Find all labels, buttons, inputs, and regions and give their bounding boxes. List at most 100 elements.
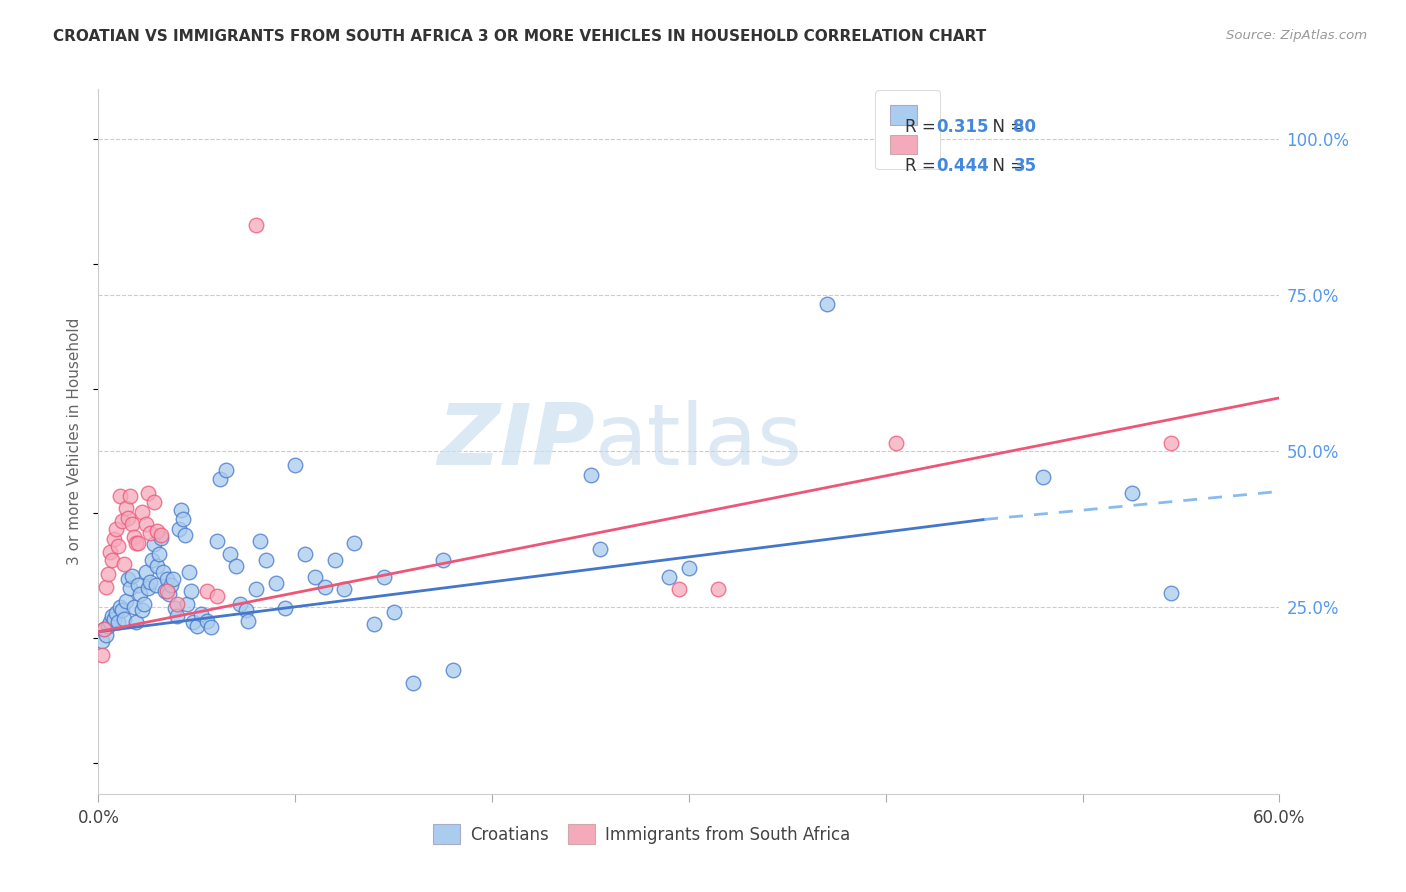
Point (284, 458, 307, 472)
Point (177, 566, 200, 580)
Point (127, 536, 149, 550)
Point (225, 559, 247, 574)
Point (678, 561, 700, 575)
Point (160, 578, 183, 592)
Point (115, 501, 138, 516)
Point (209, 472, 232, 486)
Point (181, 615, 204, 630)
Point (884, 436, 907, 450)
Point (170, 503, 193, 517)
Point (343, 536, 366, 550)
Point (167, 522, 190, 536)
Point (107, 539, 129, 553)
Point (156, 572, 179, 586)
Text: 0.444: 0.444 (936, 157, 988, 175)
Text: N =: N = (983, 118, 1029, 136)
Point (136, 486, 159, 500)
Point (373, 570, 395, 584)
Point (205, 589, 228, 603)
Point (111, 514, 134, 528)
Point (128, 587, 150, 601)
Point (131, 505, 153, 519)
Point (815, 297, 838, 311)
Point (323, 553, 346, 567)
Point (91, 634, 114, 648)
Point (215, 462, 238, 476)
Point (382, 605, 405, 619)
Point (1160, 586, 1182, 600)
Point (97, 567, 120, 582)
Point (264, 576, 287, 591)
Text: Source: ZipAtlas.com: Source: ZipAtlas.com (1226, 29, 1367, 42)
Point (98, 545, 121, 559)
Point (135, 517, 157, 532)
Point (150, 528, 173, 542)
Text: CROATIAN VS IMMIGRANTS FROM SOUTH AFRICA 3 OR MORE VEHICLES IN HOUSEHOLD CORRELA: CROATIAN VS IMMIGRANTS FROM SOUTH AFRICA… (53, 29, 987, 44)
Point (105, 606, 128, 620)
Point (111, 603, 134, 617)
Point (166, 609, 188, 624)
Point (1032, 470, 1054, 484)
Point (180, 584, 202, 599)
Point (333, 582, 356, 597)
Point (304, 570, 326, 584)
Point (235, 603, 257, 617)
Point (432, 553, 454, 567)
Text: R =: R = (905, 118, 941, 136)
Text: ZIP: ZIP (437, 400, 595, 483)
Point (205, 534, 228, 549)
Point (125, 615, 148, 630)
Point (122, 599, 145, 614)
Point (141, 553, 163, 567)
Point (115, 593, 138, 607)
Point (132, 597, 155, 611)
Text: R =: R = (905, 157, 941, 175)
Point (101, 553, 124, 567)
Point (125, 536, 148, 550)
Point (108, 489, 131, 503)
Point (707, 582, 730, 597)
Point (200, 620, 222, 634)
Y-axis label: 3 or more Vehicles in Household: 3 or more Vehicles in Household (67, 318, 83, 566)
Point (142, 495, 165, 509)
Point (91, 648, 114, 663)
Point (112, 612, 135, 626)
Point (172, 512, 194, 526)
Point (121, 517, 143, 532)
Point (138, 574, 160, 589)
Point (112, 558, 135, 572)
Point (101, 609, 124, 624)
Point (142, 537, 165, 551)
Point (254, 553, 277, 567)
Point (96, 580, 118, 594)
Point (195, 584, 218, 599)
Point (245, 218, 267, 232)
Point (174, 528, 197, 542)
Point (245, 582, 267, 597)
Point (105, 522, 128, 536)
Point (146, 524, 169, 538)
Point (229, 597, 252, 611)
Point (107, 615, 129, 630)
Point (93, 622, 115, 636)
Point (145, 578, 167, 592)
Point (118, 489, 141, 503)
Point (658, 570, 681, 584)
Point (294, 547, 316, 561)
Point (108, 599, 131, 614)
Text: 80: 80 (1014, 118, 1036, 136)
Point (1121, 486, 1143, 500)
Point (122, 530, 145, 544)
Point (127, 578, 149, 592)
Text: 35: 35 (1014, 157, 1036, 175)
Point (402, 676, 425, 690)
Point (186, 618, 208, 632)
Point (118, 581, 141, 595)
Point (589, 542, 612, 557)
Point (1160, 436, 1182, 450)
Legend: Croatians, Immigrants from South Africa: Croatians, Immigrants from South Africa (426, 818, 858, 850)
Text: atlas: atlas (595, 400, 803, 483)
Point (165, 601, 187, 615)
Point (97, 618, 120, 632)
Point (195, 614, 218, 628)
